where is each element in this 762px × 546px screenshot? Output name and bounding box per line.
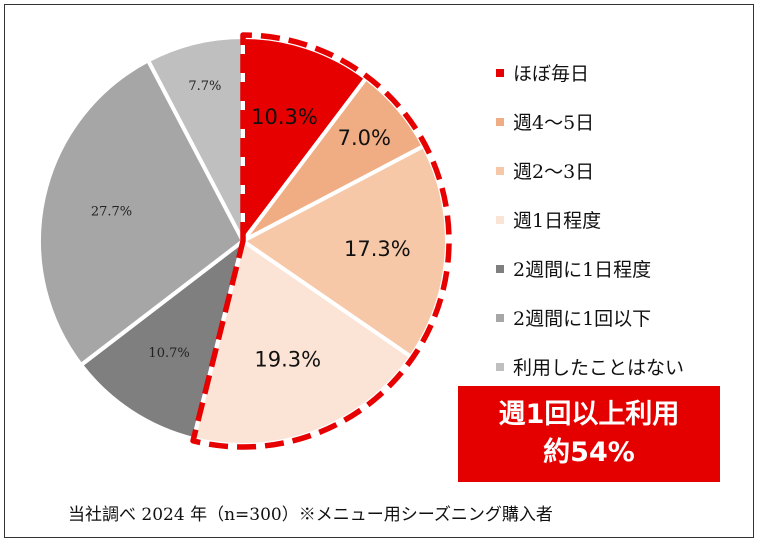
legend-swatch [496,68,504,77]
slice-value-label: 7.0% [338,126,391,150]
legend: ほぼ毎日 週4～5日 週2～3日 週1日程度 2週間に1日程度 2週間に1回以下… [496,48,746,391]
legend-item: 2週間に1回以下 [496,293,746,342]
legend-label: 週1日程度 [513,210,602,232]
legend-swatch [496,166,504,175]
highlight-outline [190,32,452,450]
slice-value-label: 10.3% [251,105,318,129]
source-note: 当社調べ 2024 年（n=300）※メニュー用シーズニング購入者 [68,505,553,525]
slice-value-label: 19.3% [254,347,321,371]
slice-value-label: 7.7% [188,79,221,94]
legend-label: 2週間に1日程度 [513,259,652,281]
legend-swatch [496,215,504,224]
legend-item: 利用したことはない [496,342,746,391]
legend-swatch [496,313,504,322]
legend-item: ほぼ毎日 [496,48,746,97]
legend-label: 週4～5日 [513,112,595,134]
callout-line-2: 約54% [543,437,635,468]
legend-item: 週4～5日 [496,97,746,146]
legend-item: 週2～3日 [496,146,746,195]
legend-item: 2週間に1日程度 [496,244,746,293]
pie-slice [78,235,247,442]
legend-label: ほぼ毎日 [513,63,590,85]
legend-swatch [496,264,504,273]
legend-label: 利用したことはない [513,357,685,379]
legend-label: 週2～3日 [513,161,595,183]
pie-slice [37,57,246,368]
callout-box: 週1回以上利用 約54% [458,386,720,482]
legend-label: 2週間に1回以下 [513,308,652,330]
legend-item: 週1日程度 [496,195,746,244]
slice-value-label: 17.3% [344,237,411,261]
callout-line-1: 週1回以上利用 [498,399,680,430]
legend-swatch [496,362,504,371]
slice-value-label: 10.7% [148,346,189,361]
legend-swatch [496,117,504,126]
chart-frame [4,4,754,538]
slice-value-label: 27.7% [91,205,132,220]
